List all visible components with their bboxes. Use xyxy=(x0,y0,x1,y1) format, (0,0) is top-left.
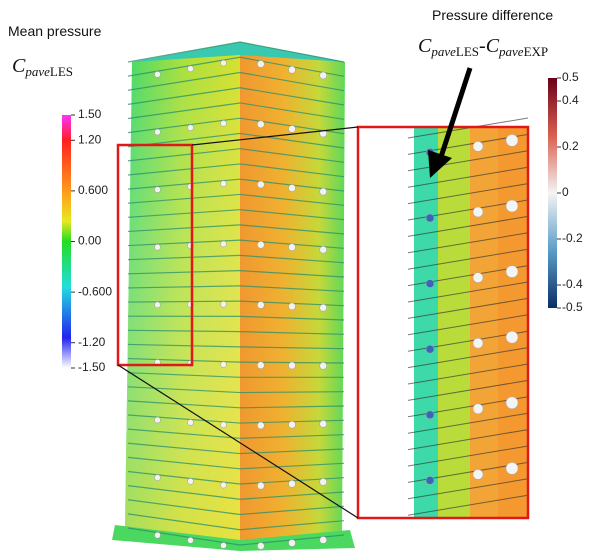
tap xyxy=(289,303,296,310)
tap xyxy=(221,482,227,488)
tap xyxy=(221,362,227,368)
tap xyxy=(426,476,434,484)
colorbar-tick-label: -0.4 xyxy=(562,277,583,291)
tap xyxy=(506,266,518,278)
tap xyxy=(221,120,227,126)
tap xyxy=(473,338,483,348)
tap xyxy=(155,71,161,77)
tap xyxy=(426,280,434,288)
colorbar-tick-label: -0.600 xyxy=(78,284,112,298)
tap xyxy=(221,60,227,66)
left-symbol: CpaveLES xyxy=(12,55,73,79)
tap xyxy=(257,121,264,128)
tap xyxy=(257,302,264,309)
tap xyxy=(155,129,161,135)
tap xyxy=(257,181,264,188)
tap xyxy=(257,422,264,429)
tap xyxy=(155,244,161,250)
right-symbol: CpaveLES-CpaveEXP xyxy=(418,35,548,59)
tap xyxy=(289,362,296,369)
tap xyxy=(320,304,327,311)
colorbar-tick-label: -1.50 xyxy=(78,360,106,374)
tap xyxy=(221,241,227,247)
tap xyxy=(221,301,227,307)
tap xyxy=(257,241,264,248)
colorbar-tick-label: -0.2 xyxy=(562,231,583,245)
tap xyxy=(426,214,434,222)
tap xyxy=(188,66,194,72)
tap xyxy=(320,420,327,427)
tap xyxy=(320,188,327,195)
building xyxy=(112,42,355,551)
tap xyxy=(289,66,296,73)
tap xyxy=(289,125,296,132)
colorbar-tick-label: 0.4 xyxy=(562,93,579,107)
colorbar-tick-label: -1.20 xyxy=(78,335,106,349)
tap xyxy=(473,207,483,217)
tap xyxy=(320,478,327,485)
tap xyxy=(221,422,227,428)
tap xyxy=(473,141,483,151)
tap xyxy=(221,542,227,548)
tap xyxy=(155,302,161,308)
tap xyxy=(289,421,296,428)
tap xyxy=(289,480,296,487)
figure: Mean pressure CpaveLES 1.50 1.20 0.600 0.00… xyxy=(0,0,610,551)
tap xyxy=(320,537,327,544)
tap xyxy=(257,61,264,68)
tap xyxy=(506,397,518,409)
tap xyxy=(257,543,264,550)
zoom-panel xyxy=(358,118,528,518)
colorbar-tick-label: 0.600 xyxy=(78,183,108,197)
colorbar-tick-label: 0.5 xyxy=(562,70,579,84)
tap xyxy=(506,462,518,474)
tap xyxy=(506,331,518,343)
colorbar-tick-label: 1.50 xyxy=(78,107,102,121)
tap xyxy=(320,246,327,253)
colorbar-tick-label: 0.00 xyxy=(78,234,102,248)
colorbar xyxy=(548,78,557,308)
tap xyxy=(506,134,518,146)
tap xyxy=(188,125,194,131)
tap xyxy=(320,362,327,369)
tap xyxy=(188,478,194,484)
colorbar-tick-label: 0 xyxy=(562,185,569,199)
tap xyxy=(473,404,483,414)
tap xyxy=(155,417,161,423)
tap xyxy=(257,362,264,369)
tap xyxy=(473,273,483,283)
tap xyxy=(155,532,161,538)
tap xyxy=(188,537,194,543)
tap xyxy=(426,411,434,419)
tap xyxy=(289,244,296,251)
tap xyxy=(188,419,194,425)
tap xyxy=(155,475,161,481)
tap xyxy=(289,540,296,547)
colorbar xyxy=(62,115,71,368)
tap xyxy=(289,185,296,192)
tap xyxy=(426,345,434,353)
tap xyxy=(473,469,483,479)
tap xyxy=(221,181,227,187)
colorbar-tick-label: 0.2 xyxy=(562,139,579,153)
colorbar-tick-label: 1.20 xyxy=(78,132,102,146)
colorbar-tick-label: -0.5 xyxy=(562,300,583,314)
tap xyxy=(257,482,264,489)
tap xyxy=(320,72,327,79)
tap xyxy=(506,200,518,212)
left-title: Mean pressure xyxy=(8,23,102,39)
right-title: Pressure difference xyxy=(432,7,553,23)
tap xyxy=(155,187,161,193)
